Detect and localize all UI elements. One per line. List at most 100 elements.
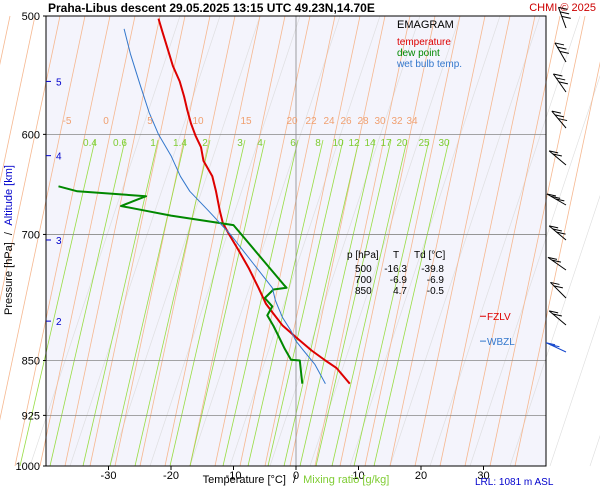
isotherm-line — [289, 15, 386, 467]
wind-barb-feather — [551, 259, 562, 263]
isotherm-line — [39, 15, 136, 467]
isotherm-label: 26 — [340, 116, 352, 127]
wind-barb-staff — [548, 225, 567, 241]
altitude-tick-labels: 5 4 3 2 — [46, 77, 62, 328]
table-cell: -6.9 — [427, 275, 445, 286]
adiabat-line — [29, 15, 181, 467]
legend: EMAGRAM temperature dew point wet bulb t… — [396, 19, 462, 70]
wind-barb-staff — [554, 42, 567, 63]
wind-barb-feather — [557, 118, 568, 122]
isotherm-lines — [0, 15, 600, 467]
wind-barb — [558, 6, 571, 29]
annotation-label: FZLV — [487, 312, 511, 323]
mixing-ratio-line — [373, 139, 450, 467]
wind-barb-staff — [552, 73, 567, 93]
mixing-ratio-label: 30 — [438, 138, 450, 149]
y-axis-label-sep: / — [3, 231, 15, 235]
wind-barb-feather — [561, 15, 571, 19]
wind-barb — [546, 193, 567, 206]
annotation-label: WBZL — [487, 337, 515, 348]
wind-barb-staff — [548, 310, 567, 326]
table-cell: 4.7 — [393, 286, 407, 297]
isotherm-line — [364, 15, 461, 467]
pressure-tick-label: 1000 — [16, 461, 40, 473]
series-line-dew-point — [58, 185, 304, 384]
x-tick-label: 30 — [477, 470, 489, 482]
isotherm-line — [14, 15, 111, 467]
altitude-tick-label: 3 — [56, 236, 62, 247]
x-axis-label-mixing: Mixing ratio [g/kg] — [303, 474, 389, 486]
wind-barb-feather — [558, 81, 569, 85]
mixing-ratio-label: 17 — [380, 138, 392, 149]
level-annotations: FZLV WBZL — [480, 312, 515, 348]
series-line-temperature — [157, 18, 351, 385]
wind-barb-feather — [549, 310, 559, 314]
table-cell: 700 — [355, 275, 372, 286]
wind-barb-feather — [551, 195, 561, 199]
levels-table: p [hPa] T Td [°C] 500 -16.3 -39.8 700 -6… — [347, 250, 445, 297]
altitude-tick-label: 4 — [56, 152, 62, 163]
wind-barb-feather — [549, 150, 559, 154]
isotherm-line — [64, 15, 161, 467]
mixing-ratio-line — [169, 139, 246, 467]
pressure-tick-label: 700 — [22, 229, 40, 241]
adiabat-line — [69, 15, 221, 467]
isotherm-label: 10 — [192, 116, 204, 127]
mixing-ratio-label: 1.4 — [173, 138, 187, 149]
wind-barb — [551, 110, 568, 129]
altitude-tick-label: 5 — [56, 77, 62, 88]
mixing-ratio-label: 1 — [150, 138, 156, 149]
isotherm-line — [439, 15, 536, 467]
isotherm-line — [314, 15, 411, 467]
wind-barb-feather — [546, 193, 557, 197]
wind-barb-feather — [545, 342, 556, 346]
wind-barb-staff — [551, 110, 567, 129]
wind-barb-staff — [547, 256, 567, 271]
wind-barb-feather — [552, 153, 562, 157]
wind-barb-feather — [550, 344, 560, 348]
isotherm-label: 30 — [374, 116, 386, 127]
altitude-tick-label: 2 — [56, 317, 62, 328]
wind-barb-feather — [547, 256, 558, 260]
wind-barb-feather — [560, 11, 570, 15]
y-axis-label-pressure: Pressure [hPa] — [3, 242, 15, 315]
x-tick-label: 20 — [415, 470, 427, 482]
isotherm-line — [189, 15, 286, 467]
pressure-tick-label: 600 — [22, 129, 40, 141]
isotherm-label: 32 — [391, 116, 403, 127]
mixing-ratio-label: 0.4 — [83, 138, 97, 149]
isotherm-label: 0 — [103, 116, 109, 127]
mixing-ratio-line — [222, 139, 299, 467]
series-line-wet-bulb-temp — [123, 28, 326, 384]
y-axis-label: Pressure [hPa] / Altitude [km] — [3, 165, 15, 315]
adiabat-line — [549, 315, 600, 467]
isotherm-label: 20 — [286, 116, 298, 127]
mixing-ratio-line — [353, 139, 430, 467]
mixing-ratio-label: 0.6 — [113, 138, 127, 149]
isotherm-line — [489, 15, 586, 467]
isotherm-label: 15 — [240, 116, 252, 127]
table-cell: -0.5 — [427, 286, 445, 297]
wind-barb — [554, 42, 569, 63]
adiabat-line — [429, 15, 581, 467]
isotherm-line — [389, 15, 486, 467]
temperature-tick-labels: -30 -20 -10 0 10 20 30 — [101, 466, 490, 482]
isotherm-line — [214, 15, 311, 467]
wind-barb-feather — [549, 225, 559, 229]
isotherm-label: -5 — [63, 116, 72, 127]
mixing-ratio-line — [82, 139, 159, 467]
mixing-ratio-line — [267, 139, 344, 467]
profile-series — [58, 18, 351, 385]
x-tick-label: 10 — [352, 470, 364, 482]
wind-barb-feather — [550, 281, 560, 285]
wind-barb — [548, 310, 567, 326]
table-cell: 850 — [355, 286, 372, 297]
wind-barb-feather — [556, 77, 566, 81]
wind-barb-feather — [554, 42, 565, 46]
mixing-ratio-label: 12 — [348, 138, 360, 149]
mixing-ratio-line — [247, 139, 324, 467]
mixing-ratio-line — [283, 139, 360, 467]
x-axis-label-sep: / — [293, 474, 297, 486]
mixing-ratio-line — [19, 139, 96, 467]
